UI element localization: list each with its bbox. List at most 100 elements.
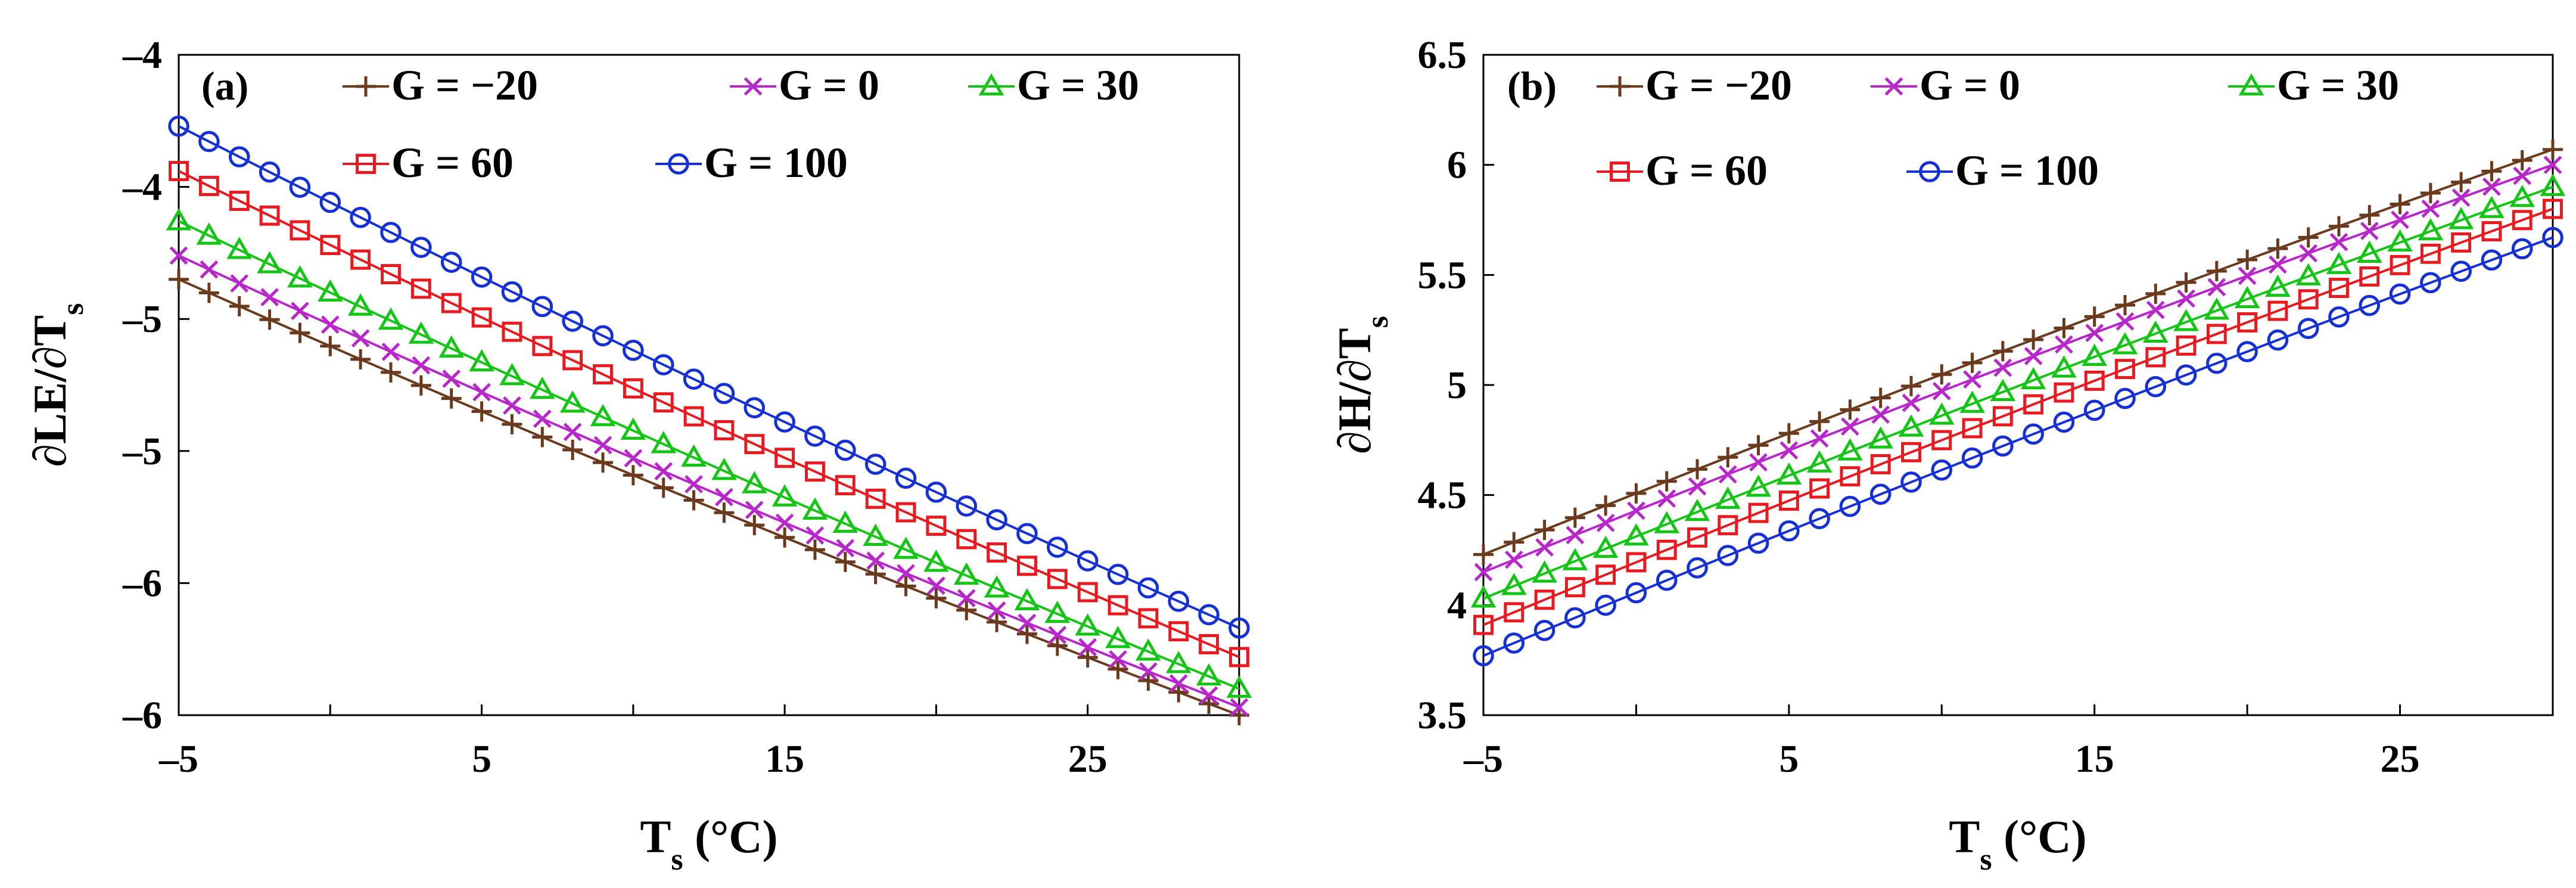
series-line xyxy=(1483,236,2553,657)
data-point xyxy=(956,600,977,620)
data-point xyxy=(532,427,553,448)
data-point xyxy=(835,439,856,461)
series-plus xyxy=(169,269,1249,725)
data-point xyxy=(865,488,886,509)
data-point xyxy=(1687,557,1708,579)
data-point xyxy=(562,311,583,332)
data-point xyxy=(895,576,916,597)
data-point xyxy=(1138,670,1159,691)
data-point xyxy=(865,564,886,585)
data-point xyxy=(2356,240,2382,263)
data-point xyxy=(2329,278,2349,299)
data-point xyxy=(1504,550,1523,569)
data-point xyxy=(2389,283,2411,305)
data-point xyxy=(1868,426,1894,449)
data-point xyxy=(2055,335,2073,354)
data-point xyxy=(2115,359,2135,380)
data-point xyxy=(347,293,374,316)
x-tick-label: –5 xyxy=(1463,737,1503,781)
series-circle xyxy=(1473,226,2563,667)
data-point xyxy=(2206,352,2227,374)
x-tick-label: 15 xyxy=(765,737,804,781)
y-tick-label: –4 xyxy=(122,166,162,209)
data-point xyxy=(1778,520,1800,542)
data-point xyxy=(2511,238,2533,260)
data-point xyxy=(2115,312,2135,331)
data-point xyxy=(714,420,735,440)
data-point xyxy=(2054,318,2074,339)
data-point xyxy=(2082,343,2108,366)
data-point xyxy=(957,589,976,608)
y-tick-label: 6.5 xyxy=(1418,33,1467,77)
data-point xyxy=(321,315,340,334)
data-point xyxy=(2083,399,2105,421)
data-point xyxy=(2512,150,2533,170)
data-point xyxy=(683,368,705,390)
data-point xyxy=(499,363,525,386)
data-point xyxy=(259,161,281,183)
data-point xyxy=(1806,450,1833,473)
data-point xyxy=(713,383,735,405)
data-point xyxy=(1841,417,1859,436)
data-point xyxy=(1047,569,1068,589)
data-point xyxy=(2204,297,2230,320)
data-point xyxy=(1501,573,1527,595)
data-point xyxy=(1900,471,1922,493)
data-point xyxy=(805,461,825,482)
data-point xyxy=(1169,674,1188,693)
data-point xyxy=(651,431,677,454)
data-point xyxy=(1168,621,1189,642)
data-point xyxy=(926,516,947,536)
data-point xyxy=(2390,194,2410,215)
data-point xyxy=(895,467,917,489)
data-point xyxy=(835,475,855,496)
data-point xyxy=(2420,243,2441,264)
data-point xyxy=(1226,675,1252,698)
data-point xyxy=(774,411,795,433)
data-point xyxy=(410,375,431,396)
data-point xyxy=(381,362,401,383)
series-x xyxy=(1474,156,2562,582)
data-point xyxy=(1776,462,1802,485)
data-point xyxy=(1746,474,1771,497)
data-point xyxy=(2543,139,2563,160)
data-point xyxy=(1992,435,2014,457)
data-point xyxy=(1778,423,1799,444)
data-point xyxy=(1473,614,1494,635)
data-point xyxy=(2145,283,2166,304)
data-point xyxy=(2115,295,2135,316)
data-point xyxy=(441,388,462,409)
data-point xyxy=(2451,232,2472,253)
data-point xyxy=(1503,632,1525,654)
data-point xyxy=(1017,555,1037,576)
data-point xyxy=(1109,650,1127,669)
data-point xyxy=(956,495,978,517)
data-point xyxy=(1230,698,1249,717)
data-point xyxy=(592,325,614,347)
data-point xyxy=(1959,390,1985,413)
data-point xyxy=(1718,465,1737,484)
data-point xyxy=(1928,402,1955,425)
data-point xyxy=(2420,272,2441,294)
data-point xyxy=(198,282,219,303)
data-point xyxy=(923,549,949,572)
data-point xyxy=(653,392,674,413)
data-point xyxy=(590,403,616,427)
data-point xyxy=(711,458,737,480)
y-tick-label: –6 xyxy=(122,561,162,605)
data-point xyxy=(2509,185,2535,207)
legend: G = −20 G = 0 G = 30 G = 60 G = 100 xyxy=(343,61,1139,187)
data-point xyxy=(1626,552,1647,573)
data-point xyxy=(1992,341,2013,362)
data-point xyxy=(623,339,644,361)
data-point xyxy=(1810,429,1829,448)
data-point xyxy=(1047,536,1068,558)
data-point xyxy=(1564,607,1586,629)
data-point xyxy=(1017,623,1037,644)
data-point xyxy=(1962,352,1983,373)
data-point xyxy=(1931,459,1953,481)
data-point xyxy=(441,293,462,313)
legend-marker xyxy=(1919,161,1940,182)
panel-label: (b) xyxy=(1507,63,1557,108)
series-triangle xyxy=(1470,173,2566,608)
